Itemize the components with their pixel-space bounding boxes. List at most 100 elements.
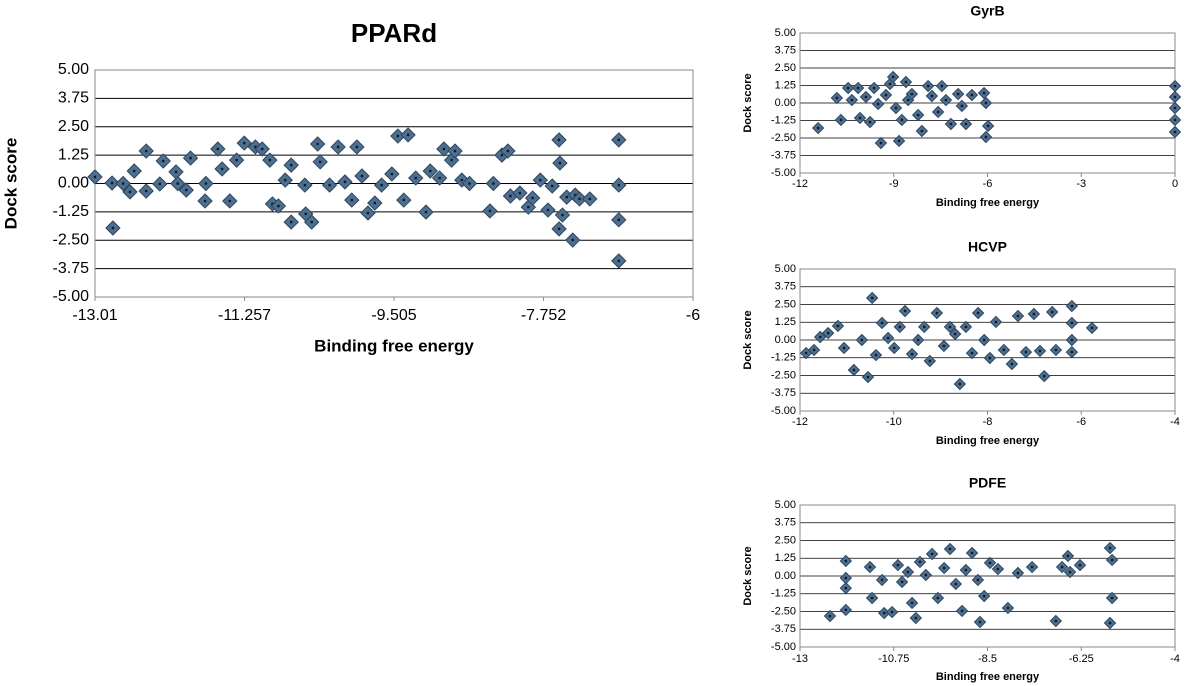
point-center [128, 190, 132, 194]
point-center [468, 182, 471, 185]
y-tick-label: 3.75 [775, 44, 796, 56]
point [297, 177, 313, 193]
y-tick-label: 2.50 [775, 298, 796, 310]
y-tick-label: -3.75 [771, 623, 796, 635]
point [122, 184, 138, 200]
y-tick-label: -2.50 [771, 132, 796, 144]
point-center [930, 552, 934, 556]
point-center [804, 351, 808, 355]
point-center [438, 176, 441, 180]
point-center [406, 133, 410, 137]
point-center [910, 352, 914, 356]
x-tick-label: -6 [686, 307, 700, 324]
point [965, 346, 979, 360]
point [853, 111, 867, 125]
point-center [1078, 563, 1082, 567]
point-center [942, 566, 946, 570]
point-center [424, 210, 428, 214]
point [874, 136, 888, 150]
point [344, 192, 360, 208]
point-center [518, 191, 522, 195]
point [1033, 344, 1047, 358]
point [875, 316, 889, 330]
point [839, 571, 853, 585]
x-tick-label: -12 [792, 416, 808, 428]
point-center [893, 346, 896, 350]
point-center [336, 145, 340, 149]
x-axis-label: Binding free energy [314, 336, 474, 355]
point [1011, 309, 1025, 323]
plot-frame [799, 268, 1176, 412]
point-center [926, 84, 930, 88]
point [198, 175, 214, 192]
point-center [93, 175, 97, 179]
point-center [930, 94, 934, 98]
point-center [970, 351, 974, 355]
point [891, 558, 905, 572]
point [979, 96, 993, 110]
plot-frame [799, 504, 1176, 648]
point-center [916, 113, 920, 117]
point-center [874, 353, 878, 357]
point-center [1070, 304, 1074, 308]
point [955, 99, 969, 113]
point [197, 193, 213, 209]
point [1027, 307, 1041, 321]
point [270, 198, 287, 214]
point-center [864, 95, 868, 99]
point [115, 175, 131, 192]
point-center [1016, 571, 1020, 575]
point [845, 93, 859, 107]
point-center [904, 80, 908, 84]
point-center [982, 91, 986, 95]
point-center [373, 201, 377, 205]
point-center [936, 110, 940, 114]
point-center [216, 147, 220, 151]
point [909, 611, 923, 625]
point [1055, 560, 1069, 574]
point-center [617, 218, 620, 222]
point-center [944, 98, 948, 102]
point-center [954, 582, 958, 586]
point-center [1054, 348, 1058, 352]
point [823, 609, 837, 623]
point-center [617, 183, 620, 187]
x-tick-label: -8.5 [978, 653, 997, 665]
point-center [328, 183, 331, 187]
point-center [886, 336, 890, 340]
point-center [1110, 596, 1114, 600]
point [895, 113, 909, 127]
point-center [316, 142, 319, 146]
point-center [571, 238, 574, 242]
point [979, 130, 993, 144]
point-center [903, 309, 907, 313]
x-tick-label: 0 [1172, 178, 1178, 190]
point [991, 562, 1005, 576]
point [482, 203, 498, 219]
point-center [818, 335, 822, 339]
point [925, 547, 939, 561]
point-center [872, 86, 876, 90]
point [422, 163, 438, 179]
point-center [546, 208, 550, 212]
point-center [906, 570, 910, 574]
point [981, 119, 995, 133]
point [262, 152, 278, 168]
point [447, 143, 463, 159]
point-center [844, 576, 848, 580]
point-center [574, 193, 577, 197]
point [1168, 113, 1182, 127]
point-center [856, 86, 860, 90]
x-tick-label: -4 [1170, 416, 1180, 428]
point-center [1173, 84, 1177, 88]
point [168, 164, 184, 180]
point-center [509, 194, 512, 198]
x-tick-label: -3 [1076, 178, 1086, 190]
point-center [906, 98, 910, 102]
point-center [144, 189, 148, 193]
point [178, 182, 194, 198]
point [918, 320, 931, 334]
point [953, 377, 967, 391]
point [944, 117, 958, 131]
point [865, 591, 879, 605]
